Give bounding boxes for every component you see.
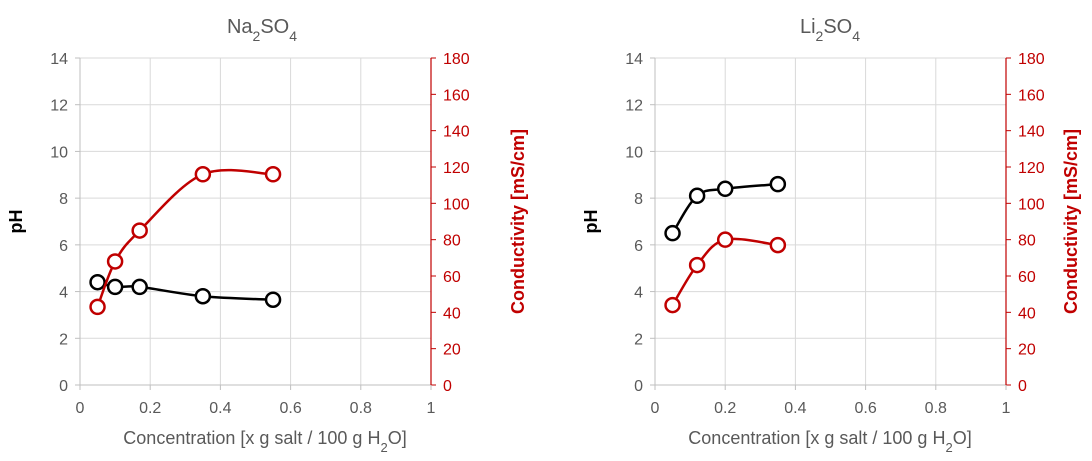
y-tick-label: 0 — [634, 378, 643, 395]
ph-data-point — [106, 278, 124, 296]
ph-series-line — [671, 182, 778, 234]
x-tick-label: 0.2 — [714, 400, 736, 417]
title-part: Na — [227, 16, 253, 38]
x-tick-label: 0.6 — [854, 400, 876, 417]
x-tick-label: 0.8 — [350, 400, 372, 417]
conductivity-data-point — [769, 236, 787, 254]
x-tick-label: 0.6 — [279, 400, 301, 417]
ph-data-point — [194, 287, 212, 305]
y2-tick-label: 0 — [1018, 378, 1027, 395]
y2-tick-label: 80 — [443, 233, 461, 250]
conductivity-data-point — [89, 298, 106, 316]
x-tick-label: 1 — [427, 400, 436, 417]
y2-axis-label: Conductivity [mS/cm] — [1061, 129, 1081, 314]
y-axis-label: pH — [581, 210, 601, 234]
title-subscript: 2 — [816, 28, 824, 44]
y2-tick-label: 140 — [1018, 124, 1045, 141]
y2-tick-label: 0 — [443, 378, 452, 395]
ph-data-point — [131, 278, 148, 296]
y-tick-label: 0 — [59, 378, 68, 395]
y-tick-label: 14 — [50, 51, 68, 68]
y-tick-label: 4 — [59, 285, 68, 302]
x-tick-label: 0.4 — [209, 400, 231, 417]
conductivity-data-point — [106, 253, 124, 270]
y2-axis-label: Conductivity [mS/cm] — [508, 129, 528, 314]
y2-tick-label: 60 — [1018, 269, 1036, 286]
ph-data-point — [716, 180, 734, 198]
x-axis-label-part: O] — [388, 428, 407, 448]
y-tick-label: 4 — [634, 285, 643, 302]
title-part: SO — [260, 16, 289, 38]
conductivity-data-point — [264, 166, 282, 183]
ph-series-line — [97, 281, 274, 301]
chart-title: Na2SO4 — [227, 16, 297, 44]
x-axis-label-subscript: 2 — [945, 440, 952, 455]
y-tick-label: 6 — [634, 238, 643, 255]
y2-tick-label: 120 — [1018, 160, 1045, 177]
ph-data-point — [769, 175, 787, 193]
conductivity-data-point — [716, 231, 734, 248]
y2-tick-label: 40 — [1018, 305, 1036, 322]
y-tick-label: 2 — [59, 331, 68, 348]
x-axis-label: Concentration [x g salt / 100 g H2O] — [688, 428, 971, 455]
ph-data-point — [89, 273, 106, 291]
title-subscript: 4 — [289, 28, 297, 44]
x-tick-label: 0.2 — [139, 400, 161, 417]
x-tick-label: 0.8 — [925, 400, 947, 417]
y2-tick-label: 20 — [443, 342, 461, 359]
y-tick-label: 8 — [634, 191, 643, 208]
y-tick-label: 6 — [59, 238, 68, 255]
y2-tick-label: 180 — [1018, 51, 1045, 68]
y2-tick-label: 80 — [1018, 233, 1036, 250]
y-tick-label: 14 — [625, 51, 643, 68]
x-axis-label-part: Concentration [x g salt / 100 g H — [688, 428, 945, 448]
x-axis-label-subscript: 2 — [380, 440, 387, 455]
y2-tick-label: 20 — [1018, 342, 1036, 359]
y-tick-label: 10 — [50, 144, 68, 161]
y2-tick-label: 100 — [443, 196, 470, 213]
x-tick-label: 0 — [76, 400, 85, 417]
conductivity-series-line — [671, 237, 779, 306]
y-tick-label: 12 — [50, 98, 68, 115]
ph-data-point — [664, 224, 681, 242]
x-axis-label: Concentration [x g salt / 100 g H2O] — [123, 428, 406, 455]
x-axis-label-part: O] — [953, 428, 972, 448]
title-subscript: 4 — [852, 28, 860, 44]
y2-tick-label: 180 — [443, 51, 470, 68]
title-part: Li — [800, 16, 816, 38]
y2-tick-label: 40 — [443, 305, 461, 322]
chart-title: Li2SO4 — [800, 16, 860, 44]
y2-tick-label: 160 — [443, 87, 470, 104]
x-tick-label: 1 — [1002, 400, 1011, 417]
x-tick-label: 0 — [651, 400, 660, 417]
x-tick-label: 0.4 — [784, 400, 806, 417]
y-tick-label: 10 — [625, 144, 643, 161]
ph-data-point — [264, 291, 282, 308]
y2-tick-label: 120 — [443, 160, 470, 177]
ph-data-point — [688, 187, 706, 205]
y2-tick-label: 160 — [1018, 87, 1045, 104]
conductivity-data-point — [664, 296, 681, 314]
y-axis-label: pH — [6, 210, 26, 234]
y-tick-label: 8 — [59, 191, 68, 208]
y-tick-label: 2 — [634, 331, 643, 348]
y2-tick-label: 140 — [443, 124, 470, 141]
title-part: SO — [823, 16, 852, 38]
y2-tick-label: 100 — [1018, 196, 1045, 213]
y-tick-label: 12 — [625, 98, 643, 115]
conductivity-data-point — [194, 166, 212, 183]
title-subscript: 2 — [253, 28, 261, 44]
conductivity-data-point — [688, 256, 706, 274]
y2-tick-label: 60 — [443, 269, 461, 286]
conductivity-data-point — [131, 222, 148, 239]
x-axis-label-part: Concentration [x g salt / 100 g H — [123, 428, 380, 448]
